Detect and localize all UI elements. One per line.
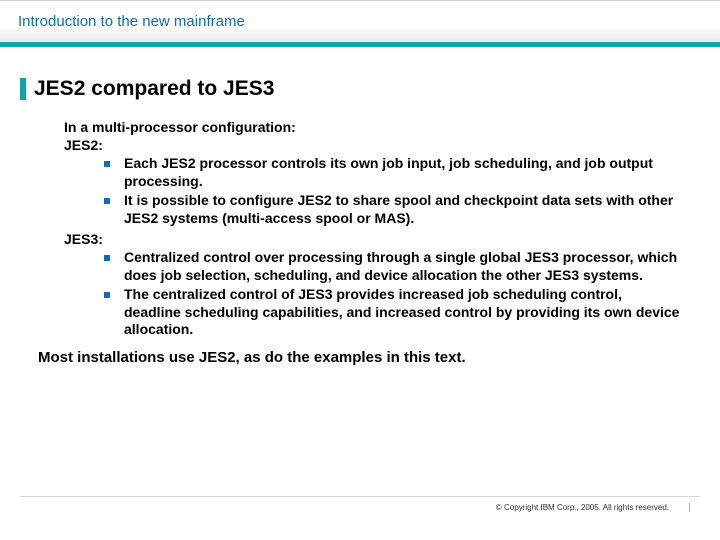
title-accent-icon [20, 78, 26, 100]
slide-footer: © Copyright IBM Corp., 2005. All rights … [20, 496, 700, 512]
section-label-jes2: JES2: [64, 137, 680, 153]
slide-title: JES2 compared to JES3 [34, 77, 274, 101]
list-item: The centralized control of JES3 provides… [104, 286, 680, 339]
copyright-text: © Copyright IBM Corp., 2005. All rights … [496, 503, 690, 512]
closing-text: Most installations use JES2, as do the e… [20, 349, 690, 366]
slide-body: In a multi-processor configuration: JES2… [20, 119, 690, 339]
intro-text: In a multi-processor configuration: [64, 119, 680, 135]
section-label-jes3: JES3: [64, 231, 680, 247]
bullet-list-jes2: Each JES2 processor controls its own job… [64, 155, 680, 227]
ibm-logo-icon [654, 9, 702, 34]
slide-header: Introduction to the new mainframe [0, 0, 720, 42]
list-item: Centralized control over processing thro… [104, 249, 680, 284]
list-item: It is possible to configure JES2 to shar… [104, 192, 680, 227]
list-item: Each JES2 processor controls its own job… [104, 155, 680, 190]
title-row: JES2 compared to JES3 [20, 77, 690, 101]
slide-content: JES2 compared to JES3 In a multi-process… [0, 47, 720, 366]
header-title: Introduction to the new mainframe [18, 13, 245, 30]
bullet-list-jes3: Centralized control over processing thro… [64, 249, 680, 339]
